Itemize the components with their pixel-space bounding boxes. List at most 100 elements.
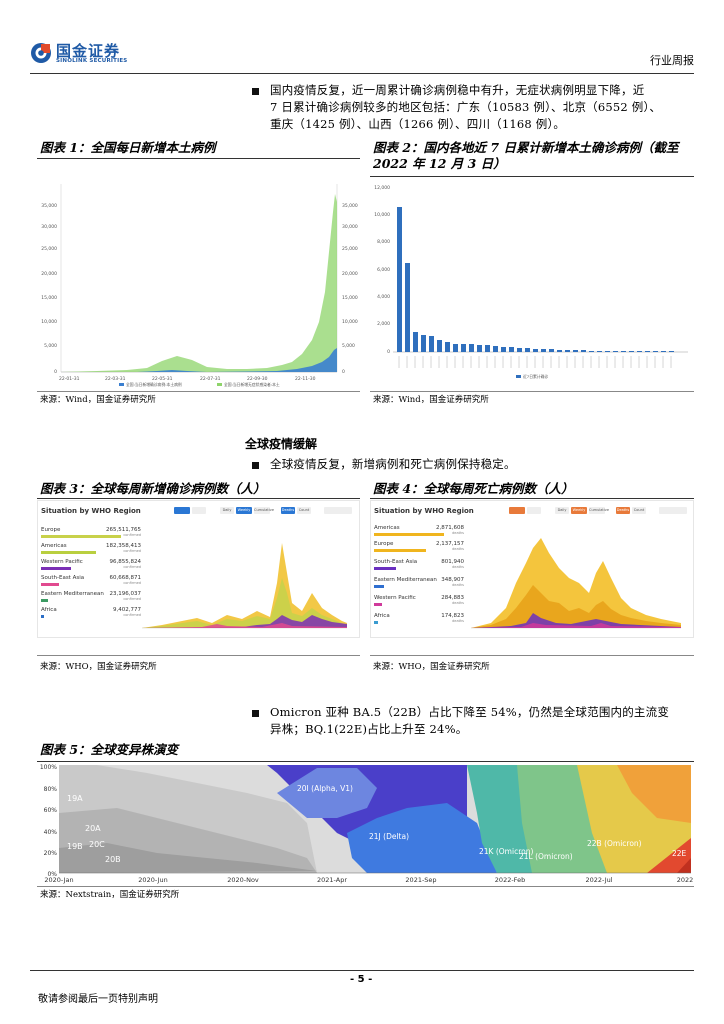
region-name: Western Pacific [374,595,416,601]
area-europe [471,585,681,628]
region-sub: deaths [452,583,464,587]
tab-icon[interactable] [527,507,541,514]
bar [477,345,482,352]
region-sub: deaths [452,601,464,605]
paragraph-variants: Omicron 亚种 BA.5（22B）占比下降至 54%，仍然是全球范围内的主… [270,704,700,738]
y-tick: 30,000 [41,224,57,230]
bar [445,342,450,352]
bar [581,350,586,352]
clade-22e [647,838,691,873]
region-name: Eastern Mediterranean [374,577,437,583]
panel-title: Situation by WHO Region [41,507,141,515]
bar [493,346,498,352]
tab-weekly[interactable]: Weekly [571,507,587,514]
x-tick: 22-11-30 [295,376,316,382]
bar [413,332,418,352]
figure-1-rule [37,158,360,159]
tab-icon[interactable] [509,507,525,514]
legend-item: 近7日累计确诊 [523,374,548,379]
tab-icon[interactable] [192,507,206,514]
region-bar [374,549,426,552]
y-tick: 35,000 [342,203,358,209]
region-value: 801,940 [441,559,464,565]
region-bar [41,551,96,554]
region-sub: confirmed [123,549,141,553]
figure-2-caption-line1: 图表 2：国内各地近 7 日累计新增本土确诊病例（截至 [373,140,679,155]
region-bar [41,599,48,602]
clade-label: 19A [67,794,83,803]
y-tick: 0% [47,871,57,878]
province-labels [398,356,672,368]
tab-daily[interactable]: Daily [555,507,569,514]
figure-3-rule [37,498,360,499]
region-sub: confirmed [123,565,141,569]
x-tick: 22-01-31 [59,376,80,382]
y-tick: 60% [44,807,58,814]
bar [485,345,490,352]
tab-count[interactable]: Count [297,507,311,514]
header: 国金证券 SINOLINK SECURITIES 行业周报 [0,0,724,80]
figure-5-source: 来源：Nextstrain，国金证券研究所 [40,890,180,900]
legend-swatch [217,383,222,386]
bar [437,340,442,352]
figure-3-caption: 图表 3：全球每周新增确诊病例数（人） [40,481,266,496]
region-sub: confirmed [123,581,141,585]
level-dropdown[interactable] [659,507,687,514]
area-sea [142,623,347,628]
figure-4-rule [370,498,694,499]
x-tick: 2021-Apr [317,876,347,884]
tab-weekly[interactable]: Weekly [236,507,252,514]
x-tick: 2020-Jan [44,876,73,884]
clade-label: 20C [89,840,105,849]
clade-delta [347,803,497,873]
clade-label: 22E [672,849,687,858]
region-bar [374,621,378,624]
tab-daily[interactable]: Daily [220,507,234,514]
area-wpac [142,615,347,628]
region-value: 2,137,157 [436,541,464,547]
bar [605,351,610,352]
bar [621,351,626,352]
region-bar [41,615,44,618]
x-tick: 2020-Nov [227,876,259,884]
y-tick: 15,000 [41,295,57,301]
tab-icon[interactable] [174,507,190,514]
tab-deaths[interactable]: Deaths [616,507,630,514]
tab-deaths[interactable]: Deaths [281,507,295,514]
bar [405,263,410,352]
figure-3-source-rule [37,655,360,656]
figure-4-source: 来源：WHO，国金证券研究所 [373,662,490,672]
tab-cumulative[interactable]: Cumulative [254,507,274,514]
para-line: 重庆（1425 例）、山西（1266 例）、四川（1168 例）。 [270,117,566,131]
x-tick: 22-03-31 [105,376,126,382]
report-type: 行业周报 [650,54,694,67]
region-value: 284,883 [441,595,464,601]
region-bar [374,603,382,606]
region-name: South-East Asia [41,575,85,581]
paragraph-global: 全球疫情反复，新增病例和死亡病例保持稳定。 [270,457,516,471]
tab-count[interactable]: Count [632,507,646,514]
legend-swatch [516,375,521,378]
y-right-ticks: 35,000 30,000 25,000 20,000 15,000 10,00… [342,203,358,375]
bar [429,336,434,352]
region-value: 2,871,608 [436,525,464,531]
y-ticks: 12,000 10,000 8,000 6,000 4,000 2,000 0 [374,185,390,355]
y-left-ticks: 35,000 30,000 25,000 20,000 15,000 10,00… [41,203,57,375]
y-tick: 0 [342,369,345,375]
bar [613,351,618,352]
y-tick: 0 [54,369,57,375]
tab-cumulative[interactable]: Cumulative [589,507,609,514]
y-tick: 40% [44,829,58,836]
panel-title: Situation by WHO Region [374,507,474,515]
bar [589,351,594,352]
level-dropdown[interactable] [324,507,352,514]
clade-label: 19B [67,842,83,851]
confirmed-series [61,348,337,372]
bar [517,348,522,352]
region-name: Africa [41,607,57,613]
bar [637,351,642,352]
region-bar [374,585,384,588]
footer-divider [30,970,694,971]
clade-label: 21K (Omicron) [479,847,533,856]
region-sub: confirmed [123,533,141,537]
